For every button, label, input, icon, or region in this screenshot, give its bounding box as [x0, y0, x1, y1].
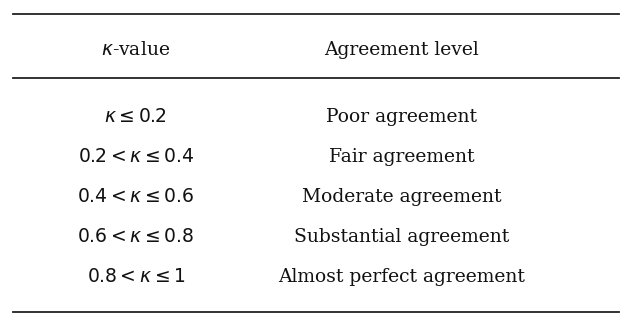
Text: Agreement level: Agreement level — [324, 41, 478, 59]
Text: $0.8 < \kappa \leq 1$: $0.8 < \kappa \leq 1$ — [87, 268, 185, 286]
Text: $0.4 < \kappa \leq 0.6$: $0.4 < \kappa \leq 0.6$ — [77, 188, 195, 206]
Text: $0.6 < \kappa \leq 0.8$: $0.6 < \kappa \leq 0.8$ — [78, 228, 194, 246]
Text: Poor agreement: Poor agreement — [326, 108, 477, 126]
Text: $0.2 < \kappa \leq 0.4$: $0.2 < \kappa \leq 0.4$ — [78, 148, 194, 166]
Text: Substantial agreement: Substantial agreement — [294, 228, 509, 246]
Text: Almost perfect agreement: Almost perfect agreement — [278, 268, 525, 286]
Text: $\kappa \leq 0.2$: $\kappa \leq 0.2$ — [104, 108, 167, 126]
Text: Fair agreement: Fair agreement — [329, 148, 474, 166]
Text: Moderate agreement: Moderate agreement — [301, 188, 501, 206]
Text: $\kappa$-value: $\kappa$-value — [101, 41, 171, 59]
